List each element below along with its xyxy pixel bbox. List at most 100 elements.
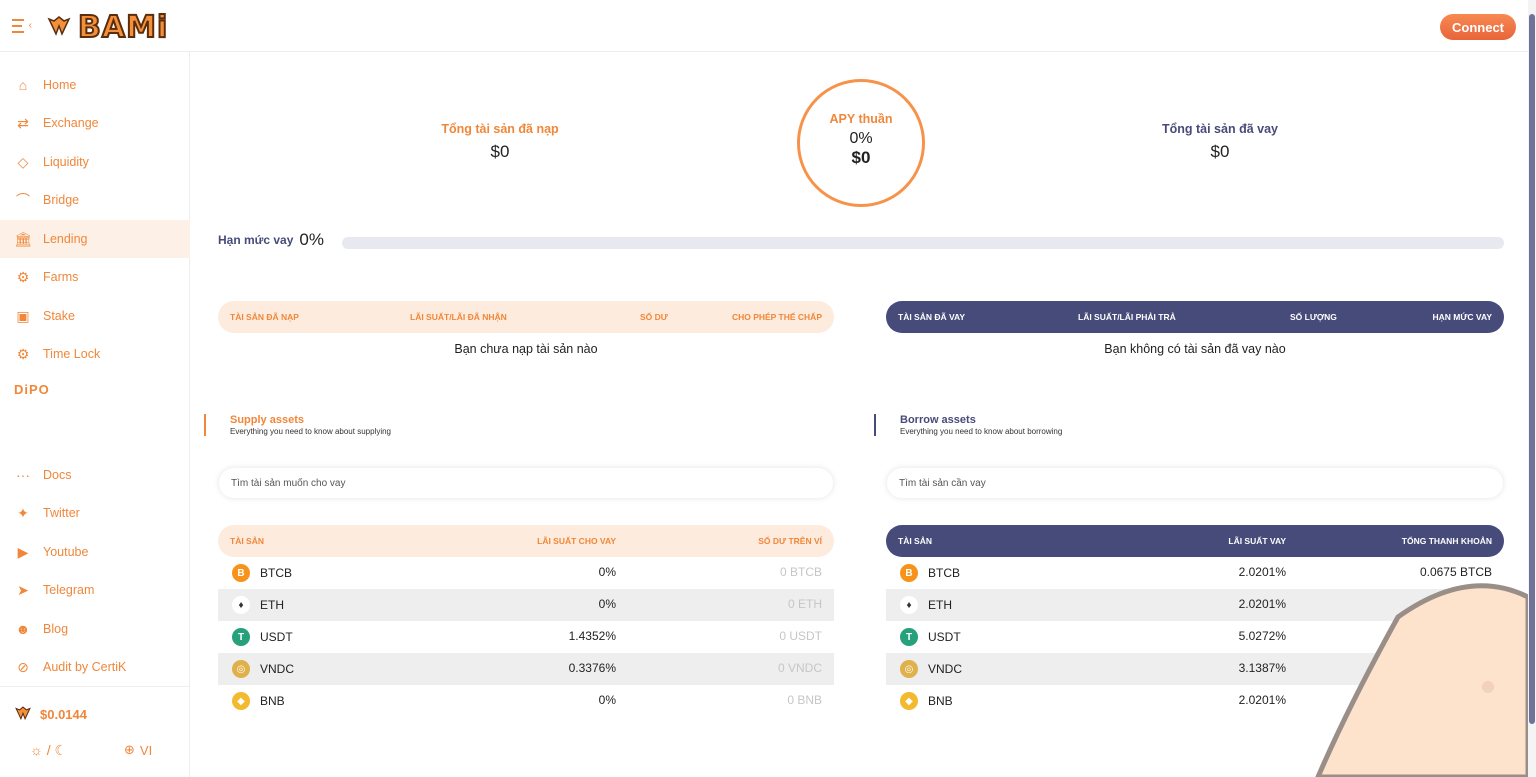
- sidebar-item-time-lock[interactable]: ⚙ Time Lock: [0, 335, 190, 373]
- docs-icon: ···: [16, 467, 30, 483]
- my-borrows-header: TÀI SẢN ĐÃ VAY LÃI SUẤT/LÃI PHẢI TRẢ SỐ …: [886, 301, 1504, 333]
- header-cell: SỐ DƯ TRÊN VÍ: [758, 536, 822, 546]
- supply-assets-title: Supply assets: [230, 414, 304, 426]
- header-cell: TÀI SẢN: [230, 536, 264, 546]
- menu-toggle-icon[interactable]: ‹: [12, 19, 32, 33]
- total-supplied-label: Tổng tài sản đã nạp: [441, 122, 559, 136]
- table-row[interactable]: T USDT 1.4352% 0 USDT: [218, 621, 834, 653]
- net-apy-percent: 0%: [849, 130, 873, 147]
- logo-text: BAMi: [77, 9, 169, 46]
- sidebar-item-liquidity[interactable]: ◇ Liquidity: [0, 143, 190, 181]
- sidebar-link-twitter[interactable]: ✦ Twitter: [0, 494, 190, 532]
- sidebar-item-exchange[interactable]: ⇄ Exchange: [0, 104, 190, 142]
- asset-cell: ◆ BNB: [232, 692, 285, 710]
- language-switcher[interactable]: ⊕ VI: [124, 742, 152, 758]
- scrollbar[interactable]: [1528, 0, 1536, 777]
- borrow-limit-label: Hạn mức vay: [218, 233, 294, 247]
- borrow-limit: Hạn mức vay 0%: [218, 230, 324, 250]
- bami-logo[interactable]: BAMi: [46, 9, 169, 46]
- net-apy-label: APY thuần: [829, 112, 893, 126]
- header-cell: LÃI SUẤT VAY: [1228, 536, 1286, 546]
- borrow-limit-bar: [342, 237, 1504, 249]
- header-cell: SỐ LƯỢNG: [1290, 312, 1337, 322]
- table-row[interactable]: ◎ VNDC 0.3376% 0 VNDC: [218, 653, 834, 685]
- total-borrowed-value: $0: [1210, 142, 1230, 161]
- telegram-icon: ➤: [17, 581, 29, 598]
- rate-cell: 3.1387%: [1238, 661, 1286, 675]
- sidebar-link-docs[interactable]: ··· Docs: [0, 456, 190, 494]
- liquidity-cell: 0.0675 BTCB: [1419, 565, 1492, 579]
- rate-cell: 2.0201%: [1238, 693, 1286, 707]
- connect-button[interactable]: Connect: [1440, 14, 1516, 40]
- sidebar-item-home[interactable]: ⌂ Home: [0, 66, 190, 104]
- asset-name: BTCB: [928, 566, 961, 580]
- rate-cell: 1.4352%: [568, 629, 616, 643]
- sidebar-item-lending[interactable]: 🏛 Lending: [0, 220, 190, 258]
- sidebar-item-label: Farms: [43, 270, 79, 284]
- sidebar-link-blog[interactable]: ☻ Blog: [0, 610, 190, 648]
- asset-cell: T USDT: [900, 628, 961, 646]
- sidebar-item-label: Home: [43, 78, 77, 92]
- borrow-assets-title: Borrow assets: [900, 414, 976, 426]
- rate-cell: 2.0201%: [1238, 597, 1286, 611]
- table-row[interactable]: ◆ BNB 0% 0 BNB: [218, 685, 834, 717]
- price-value: $0.0144: [40, 706, 87, 722]
- dipo-link[interactable]: DiPO: [14, 382, 50, 397]
- rate-cell: 0.3376%: [568, 661, 616, 675]
- vndc-coin-icon: ◎: [900, 660, 918, 678]
- sidebar-item-bridge[interactable]: ⌒ Bridge: [0, 181, 190, 219]
- sidebar-footer: $0.0144 ☼ / ☾ ⊕ VI: [0, 686, 190, 758]
- sidebar-item-farms[interactable]: ⚙ Farms: [0, 258, 190, 296]
- borrow-assets-heading: Borrow assets Everything you need to kno…: [874, 414, 1062, 436]
- supply-assets-subtitle: Everything you need to know about supply…: [230, 427, 391, 436]
- header-cell: TÀI SẢN: [898, 536, 932, 546]
- total-supplied-value: $0: [490, 142, 510, 161]
- bami-mascot-icon: [47, 16, 71, 36]
- header-cell: HẠN MỨC VAY: [1432, 312, 1492, 322]
- sidebar-item-label: Bridge: [43, 193, 80, 207]
- sidebar-link-label: Telegram: [43, 583, 95, 597]
- sidebar-link-telegram[interactable]: ➤ Telegram: [0, 571, 190, 609]
- asset-cell: ◆ BNB: [900, 692, 953, 710]
- asset-cell: B BTCB: [232, 564, 292, 582]
- total-supplied: Tổng tài sản đã nạp $0: [430, 122, 570, 162]
- exchange-icon: ⇄: [17, 114, 29, 131]
- usdt-coin-icon: T: [232, 628, 250, 646]
- table-row[interactable]: B BTCB 0% 0 BTCB: [218, 557, 834, 589]
- header-cell: LÃI SUẤT CHO VAY: [537, 536, 616, 546]
- rate-cell: 0%: [598, 597, 616, 611]
- bridge-icon: ⌒: [16, 192, 30, 208]
- rate-cell: 2.0201%: [1238, 565, 1286, 579]
- header-cell: TỔNG THANH KHOẢN: [1401, 536, 1492, 546]
- asset-name: BNB: [260, 694, 285, 708]
- net-apy-value: $0: [851, 148, 871, 167]
- scrollbar-thumb[interactable]: [1529, 14, 1535, 724]
- sidebar-item-stake[interactable]: ▣ Stake: [0, 297, 190, 335]
- table-row[interactable]: ♦ ETH 0% 0 ETH: [218, 589, 834, 621]
- sidebar-link-label: Docs: [43, 468, 72, 482]
- asset-cell: ◎ VNDC: [232, 660, 294, 678]
- eth-coin-icon: ♦: [232, 596, 250, 614]
- rate-cell: 0%: [598, 693, 616, 707]
- home-icon: ⌂: [18, 77, 28, 93]
- theme-toggle[interactable]: ☼ / ☾: [30, 742, 68, 758]
- sidebar-link-youtube[interactable]: ▶ Youtube: [0, 533, 190, 571]
- header-cell: LÃI SUẤT/LÃI PHẢI TRẢ: [1078, 312, 1176, 322]
- youtube-icon: ▶: [17, 543, 29, 560]
- sidebar-item-label: Time Lock: [43, 347, 101, 361]
- net-apy-circle: APY thuần 0% $0: [797, 79, 925, 207]
- supply-search-input[interactable]: Tìm tài sản muốn cho vay: [218, 467, 834, 499]
- eth-coin-icon: ♦: [900, 596, 918, 614]
- sidebar-link-certik[interactable]: ⊘ Audit by CertiK: [0, 648, 190, 686]
- table-row[interactable]: B BTCB 2.0201% 0.0675 BTCB: [886, 557, 1504, 589]
- lending-icon: 🏛: [14, 230, 32, 247]
- borrow-search-input[interactable]: Tìm tài sản cần vay: [886, 467, 1504, 499]
- asset-name: ETH: [928, 598, 952, 612]
- balance-cell: 0 BTCB: [779, 565, 822, 579]
- language-label: VI: [139, 742, 153, 758]
- sidebar-item-label: Exchange: [43, 116, 99, 130]
- my-supplies-header: TÀI SẢN ĐÃ NẠP LÃI SUẤT/LÃI ĐÃ NHẬN SỐ D…: [218, 301, 834, 333]
- sidebar-link-label: Twitter: [43, 506, 80, 520]
- sidebar-item-label: Stake: [43, 309, 75, 323]
- borrow-assets-subtitle: Everything you need to know about borrow…: [900, 427, 1063, 436]
